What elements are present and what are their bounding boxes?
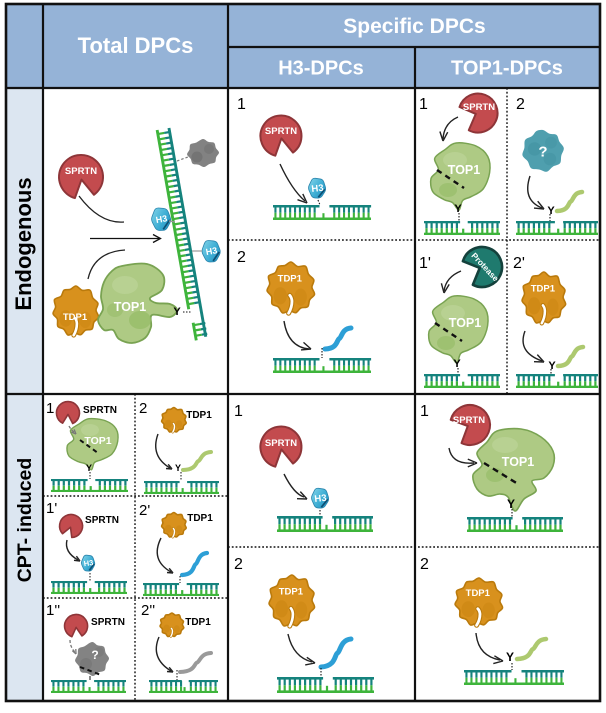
svg-text:CPT- induced: CPT- induced <box>14 458 36 583</box>
svg-text:1: 1 <box>234 403 243 420</box>
svg-text:Endogenous: Endogenous <box>11 177 36 310</box>
svg-text:2: 2 <box>420 556 429 573</box>
svg-text:1': 1' <box>419 255 431 272</box>
svg-text:TDP1: TDP1 <box>63 312 88 323</box>
svg-text:Y: Y <box>175 463 181 473</box>
svg-text:1': 1' <box>46 500 57 517</box>
svg-text:SPRTN: SPRTN <box>463 102 495 113</box>
svg-text:TDP1: TDP1 <box>278 274 303 285</box>
svg-text:SPRTN: SPRTN <box>91 617 125 628</box>
svg-text:TOP1: TOP1 <box>448 163 480 177</box>
svg-text:?: ? <box>538 143 547 160</box>
svg-text:Y: Y <box>173 306 181 318</box>
svg-text:2: 2 <box>237 249 246 266</box>
svg-text:2': 2' <box>139 502 150 519</box>
svg-text:SPRTN: SPRTN <box>65 166 97 177</box>
svg-text:SPRTN: SPRTN <box>453 415 485 426</box>
svg-text:Y: Y <box>547 205 555 217</box>
svg-text:Y: Y <box>86 463 92 473</box>
svg-text:Specific DPCs: Specific DPCs <box>343 15 485 38</box>
svg-text:2': 2' <box>513 255 525 272</box>
svg-text:Total DPCs: Total DPCs <box>78 33 194 58</box>
svg-text:2: 2 <box>516 96 525 113</box>
svg-text:SPRTN: SPRTN <box>265 126 297 137</box>
svg-text:TOP1: TOP1 <box>502 455 534 469</box>
svg-text:H3: H3 <box>311 183 324 195</box>
svg-text:TDP1: TDP1 <box>185 617 211 628</box>
svg-text:TOP1: TOP1 <box>449 316 481 330</box>
svg-text:TOP1: TOP1 <box>84 435 111 447</box>
svg-text:?: ? <box>91 648 98 662</box>
svg-text:1: 1 <box>419 96 428 113</box>
svg-text:Y: Y <box>453 358 461 370</box>
svg-text:Y: Y <box>507 497 515 511</box>
svg-text:1: 1 <box>237 96 246 113</box>
svg-text:1: 1 <box>420 403 429 420</box>
svg-text:H3: H3 <box>205 245 218 257</box>
svg-text:Y: Y <box>454 203 462 215</box>
svg-text:1: 1 <box>46 400 54 417</box>
svg-text:SPRTN: SPRTN <box>83 405 117 416</box>
svg-text:TOP1: TOP1 <box>114 300 146 314</box>
svg-text:2: 2 <box>139 400 147 417</box>
svg-text:TDP1: TDP1 <box>466 588 491 599</box>
svg-text:SPRTN: SPRTN <box>85 515 119 526</box>
svg-text:TDP1: TDP1 <box>186 410 212 421</box>
svg-text:Y: Y <box>548 360 556 372</box>
svg-text:2'': 2'' <box>141 602 155 619</box>
svg-text:TOP1-DPCs: TOP1-DPCs <box>451 58 563 80</box>
svg-text:1'': 1'' <box>46 602 60 619</box>
svg-text:H3: H3 <box>314 493 327 505</box>
svg-text:TDP1: TDP1 <box>279 587 304 598</box>
svg-text:Y: Y <box>506 650 514 664</box>
svg-text:TDP1: TDP1 <box>187 513 213 524</box>
svg-text:H3: H3 <box>83 558 94 568</box>
svg-text:2: 2 <box>234 556 243 573</box>
svg-text:TDP1: TDP1 <box>531 284 556 295</box>
svg-text:H3-DPCs: H3-DPCs <box>278 58 364 80</box>
svg-text:SPRTN: SPRTN <box>265 438 297 449</box>
svg-text:H3: H3 <box>155 213 168 225</box>
